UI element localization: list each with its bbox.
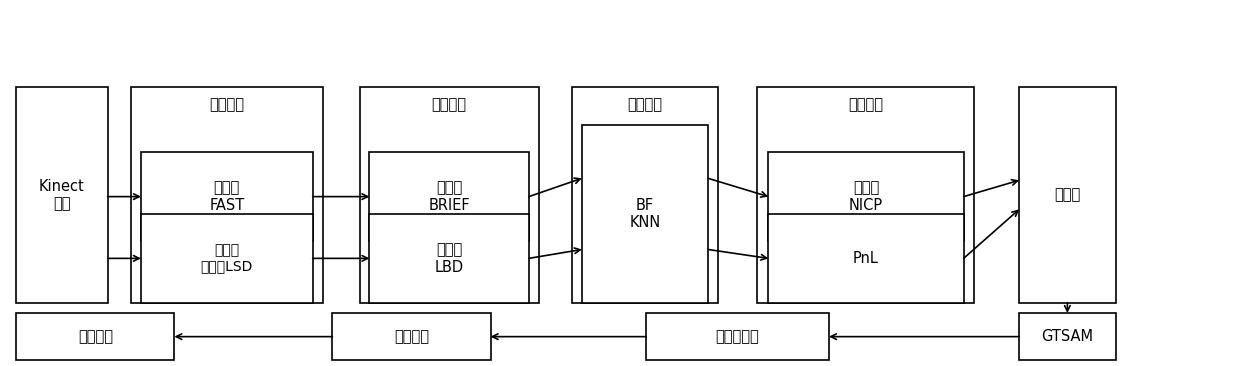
Bar (16, 87, 108, 303)
Bar (369, 214, 529, 303)
Text: 特征匹配: 特征匹配 (628, 98, 662, 113)
Bar (141, 214, 313, 303)
Text: BF
KNN: BF KNN (629, 198, 661, 230)
Bar (769, 214, 963, 303)
Text: 特征线
改进的LSD: 特征线 改进的LSD (201, 243, 253, 273)
Bar (141, 152, 313, 241)
Bar (582, 125, 708, 303)
Bar (1019, 87, 1115, 303)
Bar (646, 313, 829, 360)
Text: Kinect
数据: Kinect 数据 (40, 179, 84, 211)
Text: GTSAM: GTSAM (1041, 329, 1093, 344)
Bar (1019, 313, 1115, 360)
Text: 描述子
BRIEF: 描述子 BRIEF (428, 180, 470, 213)
Bar (572, 87, 718, 303)
Bar (769, 152, 963, 241)
Bar (333, 313, 490, 360)
Text: 位姿图: 位姿图 (1055, 187, 1081, 202)
Bar (16, 313, 175, 360)
Bar (369, 152, 529, 241)
Text: PnL: PnL (853, 251, 879, 266)
Bar (359, 87, 539, 303)
Text: 特征点
FAST: 特征点 FAST (209, 180, 244, 213)
Text: 特征描述: 特征描述 (432, 98, 467, 113)
Text: 位姿估计: 位姿估计 (848, 98, 883, 113)
Bar (131, 87, 323, 303)
Bar (758, 87, 973, 303)
Text: 特征提取: 特征提取 (209, 98, 244, 113)
Text: 更新位姿图: 更新位姿图 (716, 329, 759, 344)
Text: 地图融合: 地图融合 (394, 329, 430, 344)
Text: 改进的
NICP: 改进的 NICP (849, 180, 883, 213)
Text: 三维地图: 三维地图 (78, 329, 113, 344)
Text: 描述子
LBD: 描述子 LBD (435, 242, 464, 274)
